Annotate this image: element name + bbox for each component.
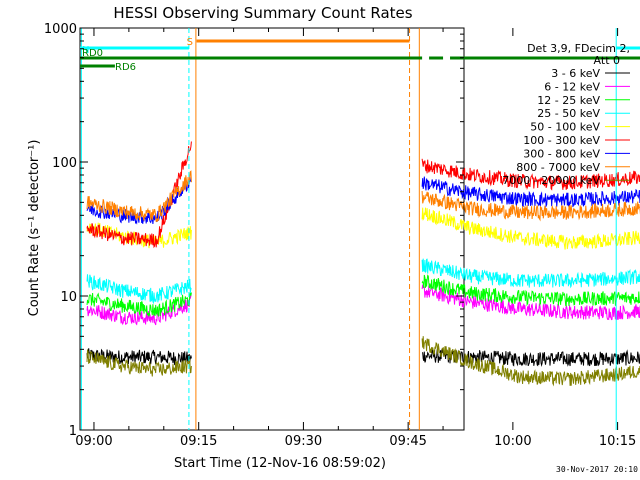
- series-line: [421, 176, 640, 208]
- series-100-300-kev: [86, 141, 640, 249]
- y-tick-label: 1000: [44, 22, 77, 37]
- series-line: [86, 170, 192, 222]
- legend-entry-label: 25 - 50 keV: [537, 107, 600, 120]
- series-line: [421, 190, 640, 222]
- legend-entry-label: 3 - 6 keV: [551, 67, 600, 80]
- flag-label: RD6: [115, 62, 136, 73]
- x-tick-label: 09:45: [389, 434, 426, 449]
- series-line: [86, 274, 192, 305]
- chart-title: HESSI Observing Summary Count Rates: [113, 4, 412, 22]
- series-line: [421, 284, 640, 321]
- marker-label: N: [82, 45, 89, 56]
- series-line: [421, 274, 640, 307]
- legend-entry-label: 50 - 100 keV: [530, 121, 600, 134]
- x-tick-label: 10:15: [599, 434, 636, 449]
- plot-frame: [79, 27, 465, 431]
- series-12-25-kev: [86, 274, 640, 318]
- x-tick-label: 10:00: [494, 434, 531, 449]
- y-tick-label: 10: [60, 290, 77, 305]
- x-tick-label: 09:15: [180, 434, 217, 449]
- y-tick-label: 100: [52, 156, 77, 171]
- legend-entry-label: 6 - 12 keV: [544, 80, 600, 93]
- legend-entry-label: 100 - 300 keV: [523, 134, 600, 147]
- legend-entry-label: 300 - 800 keV: [523, 147, 600, 160]
- x-tick-label: 09:00: [75, 434, 112, 449]
- series-line: [421, 158, 640, 191]
- x-tick-label: 09:30: [285, 434, 322, 449]
- series-layer: [86, 141, 640, 387]
- legend-header: Det 3,9, FDecim 2,: [527, 42, 630, 55]
- series-25-50-kev: [86, 258, 640, 305]
- x-axis-label: Start Time (12-Nov-16 08:59:02): [174, 456, 386, 471]
- series-3-6-kev: [86, 347, 640, 368]
- series-7000-20000-kev: [86, 336, 640, 387]
- y-axis-label: Count Rate (s⁻¹ detector⁻¹): [27, 140, 42, 317]
- series-line: [86, 141, 192, 249]
- marker-label: S: [187, 37, 193, 48]
- legend-header: Att 0: [594, 54, 620, 67]
- legend-entry-label: 800 - 7000 keV: [516, 161, 600, 174]
- series-line: [421, 258, 640, 289]
- y-tick-label: 1: [69, 424, 77, 439]
- series-line: [421, 347, 640, 368]
- series-line: [86, 292, 192, 318]
- legend-entry-label: 7000 - 20000 keV: [502, 174, 600, 187]
- series-line: [421, 336, 640, 387]
- legend-entry-label: 12 - 25 keV: [537, 94, 600, 107]
- plot-border: [79, 27, 465, 431]
- axis-layer: 09:0009:1509:3009:4510:0010:1510:3011010…: [44, 22, 636, 449]
- timestamp-footer: 30-Nov-2017 20:10: [556, 465, 638, 474]
- series-800-7000-kev: [86, 170, 640, 222]
- series-line: [421, 207, 640, 250]
- series-line: [86, 348, 192, 377]
- flag-label: RD0: [82, 48, 103, 59]
